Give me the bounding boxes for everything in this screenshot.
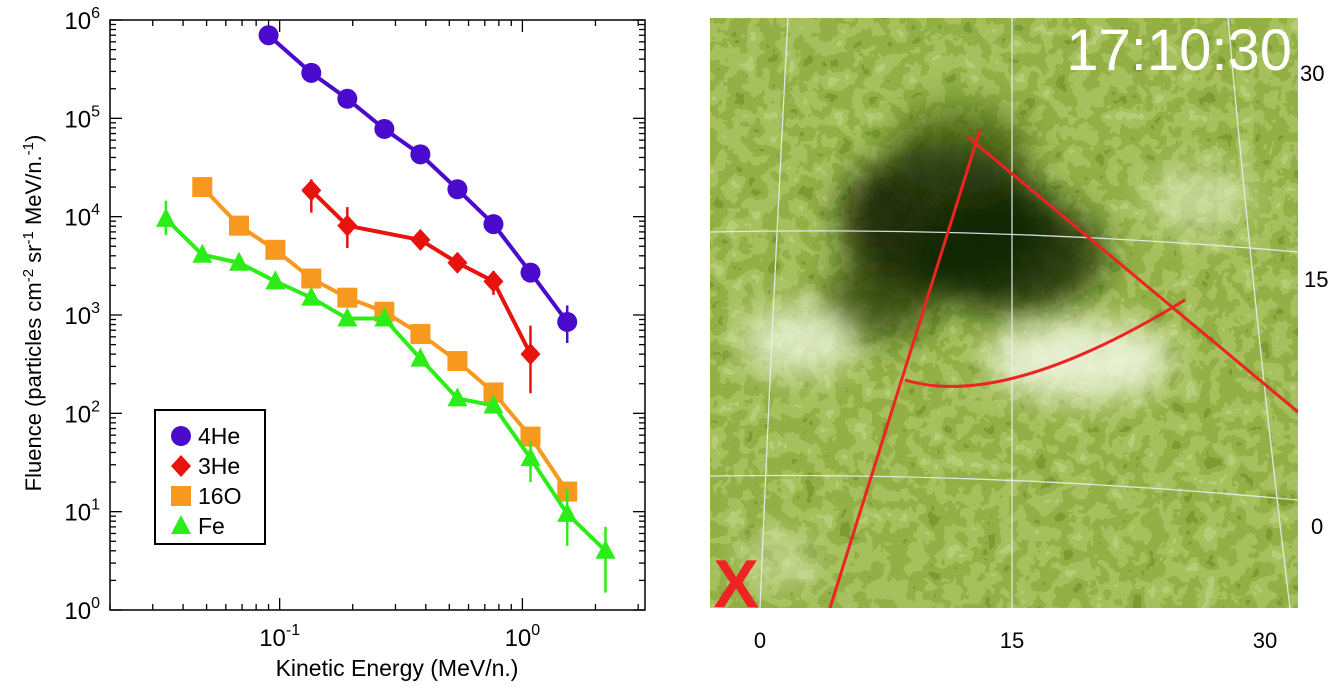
- data-point: [265, 239, 286, 260]
- legend-label: 4He: [198, 423, 240, 449]
- data-point: [557, 311, 578, 332]
- data-point: [265, 270, 286, 290]
- legend-marker: [171, 515, 191, 534]
- axis-ticks: [109, 19, 645, 611]
- image-y-tick-label: 0: [1311, 514, 1323, 539]
- data-point: [155, 207, 176, 227]
- bright-region: [740, 165, 1255, 585]
- data-point: [301, 179, 322, 202]
- image-axis-labels: 0 15 30 0 15 30: [754, 61, 1329, 653]
- data-point: [337, 88, 358, 109]
- data-point: [337, 214, 358, 237]
- data-point: [229, 215, 250, 236]
- image-x-tick-label: 15: [1000, 628, 1024, 653]
- series-3He: [301, 179, 541, 394]
- fluence-chart: 10-1 100 100 101 102 103 104 105 106 Kinetic En…: [20, 5, 646, 681]
- series-4He: [258, 25, 578, 343]
- data-point: [447, 251, 468, 274]
- y-tick-label: 101: [64, 497, 100, 527]
- data-point: [483, 214, 504, 235]
- data-point: [447, 179, 468, 200]
- x-tick-label: 10-1: [259, 622, 300, 652]
- data-point: [447, 387, 468, 407]
- data-point: [301, 286, 322, 306]
- data-point: [520, 426, 541, 447]
- flare-marker-x: X: [713, 546, 758, 622]
- image-y-tick-label: 15: [1304, 267, 1328, 292]
- image-x-tick-label: 30: [1253, 628, 1277, 653]
- y-axis-label: Fluence (particles cm-2 sr-1 MeV/n.-1): [20, 135, 46, 492]
- dark-dimming-region: [825, 105, 1105, 340]
- data-point: [192, 177, 213, 198]
- y-tick-label: 105: [64, 103, 100, 133]
- legend-marker: [171, 486, 191, 506]
- image-y-tick-label: 30: [1300, 61, 1324, 86]
- data-point: [301, 268, 322, 289]
- legend-label: 16O: [198, 483, 241, 509]
- y-tick-label: 106: [64, 5, 100, 35]
- coordinate-grid: [710, 18, 1298, 608]
- data-point: [520, 262, 541, 283]
- data-point: [337, 287, 358, 308]
- data-point: [301, 62, 322, 83]
- y-tick-label: 100: [64, 595, 100, 625]
- image-x-tick-label: 0: [754, 628, 766, 653]
- x-axis-label: Kinetic Energy (MeV/n.): [276, 655, 519, 681]
- data-point: [229, 251, 250, 271]
- data-point: [192, 243, 213, 263]
- series-layer: [155, 25, 616, 593]
- data-point: [557, 502, 578, 522]
- legend-marker: [171, 426, 191, 446]
- data-point: [374, 307, 395, 327]
- legend-label: Fe: [198, 513, 225, 539]
- x-tick-labels: 10-1 100: [259, 622, 540, 652]
- data-point: [410, 347, 431, 367]
- legend-label: 3He: [198, 453, 240, 479]
- data-point: [483, 270, 504, 293]
- data-point: [595, 539, 616, 559]
- series-line: [309, 188, 533, 356]
- y-tick-label: 102: [64, 398, 100, 428]
- legend: 4He 3He 16O Fe: [154, 409, 266, 545]
- data-point: [410, 324, 431, 345]
- y-tick-label: 104: [64, 202, 100, 232]
- data-point: [520, 343, 541, 366]
- data-point: [258, 25, 279, 46]
- timestamp-label: 17:10:30: [1066, 18, 1292, 83]
- legend-box: [154, 409, 266, 545]
- data-point: [447, 351, 468, 372]
- data-point: [374, 118, 395, 139]
- data-point: [410, 144, 431, 165]
- series-Fe: [155, 200, 616, 593]
- data-point: [483, 394, 504, 414]
- data-point: [520, 447, 541, 467]
- y-tick-labels: 100 101 102 103 104 105 106: [64, 5, 100, 625]
- data-point: [483, 382, 504, 403]
- x-tick-label: 100: [505, 622, 541, 652]
- data-point: [410, 228, 431, 251]
- solar-image-panel: X 17:10:30 0 15 30 0 15 30: [710, 18, 1328, 653]
- y-tick-label: 103: [64, 300, 100, 330]
- data-point: [337, 307, 358, 327]
- wedge-overlay: [828, 129, 1298, 608]
- legend-marker: [171, 455, 191, 477]
